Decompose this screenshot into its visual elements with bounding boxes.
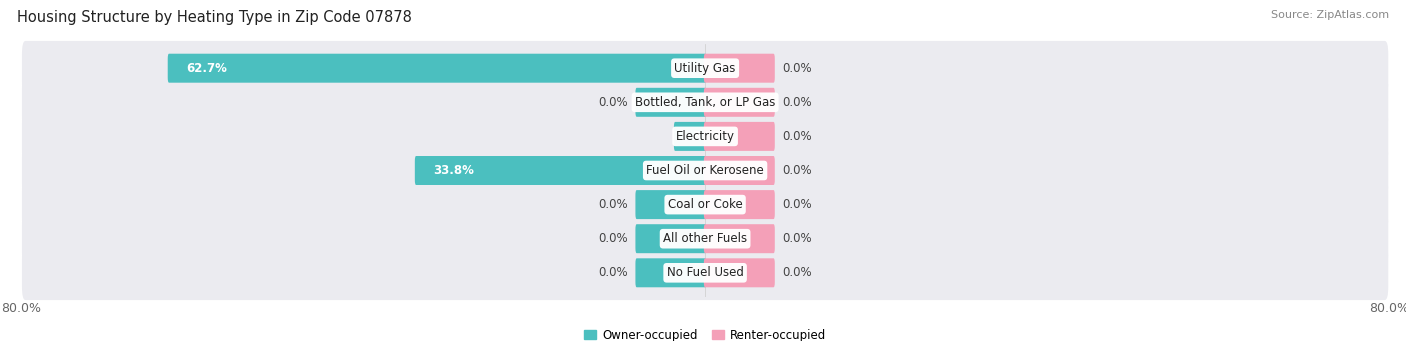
- FancyBboxPatch shape: [704, 88, 775, 117]
- FancyBboxPatch shape: [704, 122, 775, 151]
- FancyBboxPatch shape: [673, 122, 706, 151]
- Text: 33.8%: 33.8%: [433, 164, 474, 177]
- Text: 0.0%: 0.0%: [599, 232, 628, 245]
- FancyBboxPatch shape: [636, 190, 706, 219]
- Text: 62.7%: 62.7%: [186, 62, 226, 75]
- FancyBboxPatch shape: [167, 54, 706, 83]
- Text: 0.0%: 0.0%: [782, 62, 811, 75]
- Text: No Fuel Used: No Fuel Used: [666, 266, 744, 279]
- Text: 0.0%: 0.0%: [782, 198, 811, 211]
- FancyBboxPatch shape: [636, 224, 706, 253]
- FancyBboxPatch shape: [22, 177, 1388, 232]
- Text: Source: ZipAtlas.com: Source: ZipAtlas.com: [1271, 10, 1389, 20]
- Text: 0.0%: 0.0%: [782, 232, 811, 245]
- FancyBboxPatch shape: [636, 88, 706, 117]
- FancyBboxPatch shape: [22, 75, 1388, 130]
- Text: Coal or Coke: Coal or Coke: [668, 198, 742, 211]
- FancyBboxPatch shape: [22, 211, 1388, 266]
- Text: Fuel Oil or Kerosene: Fuel Oil or Kerosene: [647, 164, 763, 177]
- Text: Utility Gas: Utility Gas: [675, 62, 735, 75]
- FancyBboxPatch shape: [704, 54, 775, 83]
- Text: 0.0%: 0.0%: [782, 266, 811, 279]
- Text: 0.0%: 0.0%: [599, 96, 628, 109]
- Text: 0.0%: 0.0%: [599, 198, 628, 211]
- FancyBboxPatch shape: [704, 190, 775, 219]
- FancyBboxPatch shape: [22, 246, 1388, 300]
- Text: 0.0%: 0.0%: [782, 164, 811, 177]
- Text: 3.5%: 3.5%: [692, 130, 725, 143]
- Legend: Owner-occupied, Renter-occupied: Owner-occupied, Renter-occupied: [579, 324, 831, 341]
- Text: 0.0%: 0.0%: [782, 96, 811, 109]
- FancyBboxPatch shape: [22, 109, 1388, 164]
- FancyBboxPatch shape: [22, 143, 1388, 198]
- FancyBboxPatch shape: [704, 258, 775, 287]
- Text: Housing Structure by Heating Type in Zip Code 07878: Housing Structure by Heating Type in Zip…: [17, 10, 412, 25]
- FancyBboxPatch shape: [704, 156, 775, 185]
- FancyBboxPatch shape: [22, 41, 1388, 95]
- FancyBboxPatch shape: [415, 156, 706, 185]
- Text: All other Fuels: All other Fuels: [664, 232, 747, 245]
- FancyBboxPatch shape: [636, 258, 706, 287]
- Text: 0.0%: 0.0%: [599, 266, 628, 279]
- Text: 0.0%: 0.0%: [782, 130, 811, 143]
- Text: Electricity: Electricity: [676, 130, 734, 143]
- FancyBboxPatch shape: [704, 224, 775, 253]
- Text: Bottled, Tank, or LP Gas: Bottled, Tank, or LP Gas: [636, 96, 775, 109]
